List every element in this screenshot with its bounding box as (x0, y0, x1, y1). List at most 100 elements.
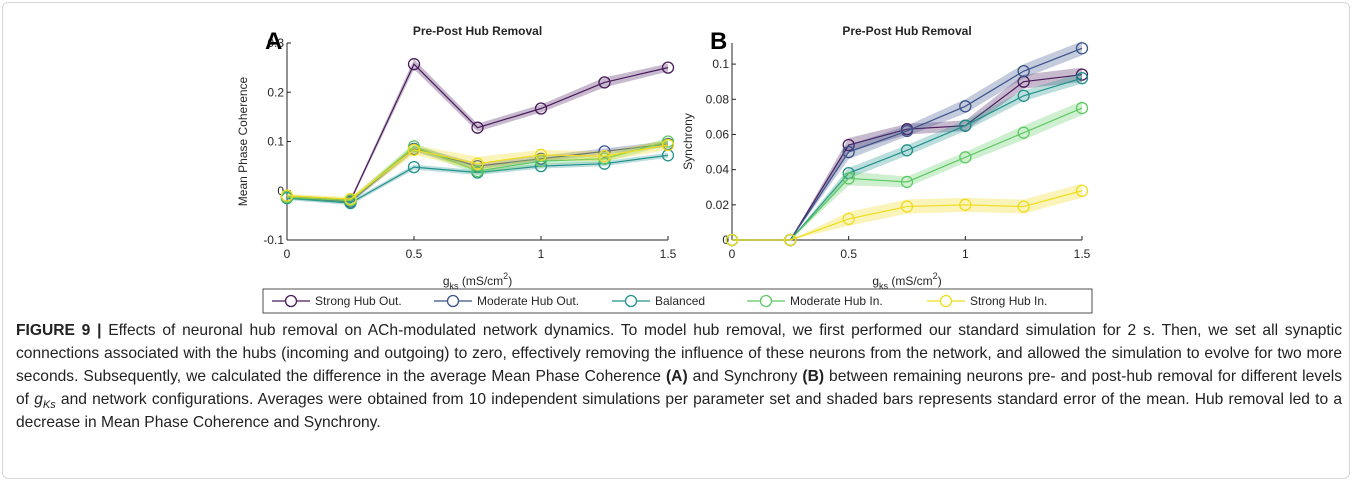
data-point (1017, 89, 1030, 102)
x-tick-label: 0 (284, 247, 291, 261)
data-point (959, 119, 972, 132)
data-point (661, 61, 675, 74)
caption-text: Ks (42, 399, 56, 412)
data-point (471, 164, 484, 178)
x-axis-label-part: 2 (933, 271, 938, 281)
error-band (287, 141, 668, 204)
legend-marker (939, 294, 953, 308)
data-point (900, 200, 914, 213)
data-point (725, 233, 739, 247)
legend-label: Balanced (655, 294, 705, 308)
series-line (732, 77, 1083, 241)
data-point (1075, 42, 1089, 55)
data-point (842, 212, 855, 226)
data-point (661, 149, 675, 162)
x-tick-label: 1 (538, 247, 545, 261)
y-tick-label: 0.2 (267, 85, 284, 99)
x-axis-label-part: ks (879, 281, 889, 291)
x-axis-label-part: (mS/cm (888, 274, 933, 288)
x-axis-label-part: 2 (503, 271, 508, 281)
x-axis-label: gks (mS/cm2) (443, 271, 512, 291)
caption-text: (B) (802, 368, 825, 385)
x-tick-label: 1.5 (1074, 247, 1091, 261)
data-point (900, 175, 914, 189)
data-point (407, 140, 421, 153)
caption-text: g (34, 391, 43, 408)
data-point (842, 172, 855, 185)
y-tick-label: 0 (277, 184, 284, 198)
data-point (534, 148, 548, 161)
error-band (732, 67, 1082, 240)
data-point (471, 157, 484, 170)
legend-label: Moderate Hub In. (790, 294, 883, 308)
y-tick-label: 0.1 (267, 135, 284, 149)
caption-text: and Synchrony (687, 368, 803, 385)
x-tick-label: 1 (962, 247, 969, 261)
x-axis-label-part: (mS/cm (459, 274, 504, 288)
caption-text: (A) (665, 368, 688, 385)
error-band (287, 138, 668, 203)
data-point (842, 138, 855, 152)
series-line (286, 144, 669, 200)
y-axis-label: Mean Phase Coherence (236, 76, 250, 206)
x-tick-label: 0 (729, 247, 736, 261)
series-line (732, 74, 1083, 241)
x-axis-label-part: ) (508, 274, 512, 288)
caption-text: and network configurations. Averages wer… (16, 391, 1342, 431)
data-point (534, 102, 548, 115)
legend-label: Strong Hub Out. (315, 294, 402, 308)
y-tick-label: 0.06 (706, 127, 730, 141)
data-point (900, 124, 914, 138)
caption: FIGURE 9 | Effects of neuronal hub remov… (16, 319, 1342, 434)
y-tick-label: 0 (722, 233, 729, 247)
data-point (784, 233, 797, 247)
legend-marker (284, 294, 298, 308)
x-tick-label: 1.5 (660, 247, 677, 261)
panel-label: B (710, 28, 727, 55)
data-point (1075, 72, 1089, 85)
error-band (732, 72, 1082, 240)
data-point (959, 100, 972, 113)
y-tick-label: 0.3 (267, 36, 284, 50)
x-axis-label: gks (mS/cm2) (872, 271, 941, 291)
data-point (1017, 64, 1030, 78)
x-tick-label: 0.5 (840, 247, 857, 261)
data-point (900, 144, 914, 157)
data-point (407, 143, 421, 157)
x-axis-label-part: g (872, 274, 879, 288)
caption-text: FIGURE 9 | (16, 322, 102, 339)
data-point (1075, 101, 1089, 115)
data-point (598, 150, 611, 163)
y-tick-label: 0.04 (706, 163, 730, 177)
data-point (661, 135, 675, 148)
y-tick-label: 0.1 (712, 57, 729, 71)
x-axis-label-part: ) (938, 274, 942, 288)
data-point (1017, 126, 1030, 139)
y-tick-label: 0.08 (706, 92, 730, 106)
data-point (842, 145, 855, 159)
x-axis-label-part: ks (450, 281, 460, 291)
caption-text: Effects of neuronal hub removal on ACh-m… (16, 322, 1342, 385)
chart-title: Pre-Post Hub Removal (413, 24, 542, 38)
error-band (732, 101, 1082, 240)
data-point (471, 121, 484, 134)
chart-title: Pre-Post Hub Removal (842, 24, 971, 38)
data-point (1075, 184, 1089, 197)
data-point (407, 160, 421, 174)
y-axis-label: Synchrony (681, 113, 695, 170)
data-point (407, 58, 421, 71)
error-band (287, 152, 668, 206)
legend-label: Moderate Hub Out. (477, 294, 579, 308)
caption-text: between remaining neurons pre- and post-… (16, 368, 1343, 408)
data-point (661, 138, 675, 152)
series-line (732, 190, 1083, 241)
data-point (344, 192, 357, 206)
legend-marker (446, 294, 460, 308)
x-axis-label-part: g (443, 274, 450, 288)
data-point (959, 198, 972, 211)
data-point (534, 155, 548, 168)
panel-label: A (265, 28, 282, 55)
